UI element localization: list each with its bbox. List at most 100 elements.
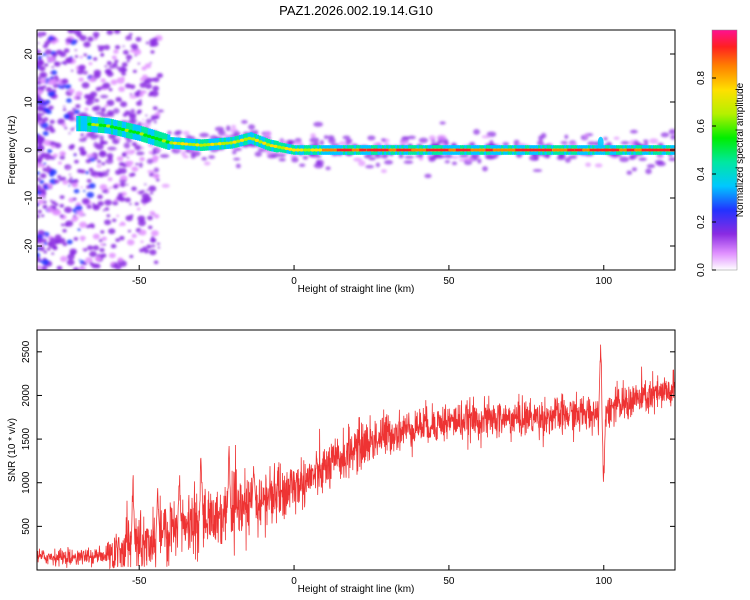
- spectrogram-cell: [515, 148, 524, 152]
- spectrogram-cell: [79, 55, 83, 59]
- spectrogram-cell: [235, 163, 241, 169]
- spectrogram-cell: [69, 250, 76, 256]
- spectrogram-cell: [152, 106, 158, 111]
- spectrogram-cell: [293, 141, 304, 146]
- spectrogram-cell: [589, 148, 599, 152]
- spectrogram-cell: [106, 190, 110, 193]
- spectrogram-cell: [122, 45, 125, 48]
- spectrogram-cell: [49, 237, 57, 243]
- spectrogram-cell: [42, 238, 47, 243]
- spectrogram-cell: [42, 131, 49, 136]
- snr-panel: -50 0 50 100 500 1000 1500 2000 2500 Height of …: [7, 329, 676, 595]
- spectrogram-cell: [248, 124, 256, 130]
- spectrogram-cell: [71, 182, 79, 188]
- spectrogram-cell: [67, 210, 71, 213]
- spectrogram-cell: [40, 112, 45, 116]
- spectrogram-cell: [94, 256, 102, 262]
- spectrogram-cell: [58, 237, 66, 244]
- spectrogram-cell: [63, 105, 66, 108]
- spectrogram-cell: [129, 254, 134, 259]
- spectrogram-cell: [43, 242, 48, 246]
- spectrogram-cell: [59, 151, 66, 157]
- spectrogram-cell: [135, 131, 141, 135]
- spectrogram-cell: [191, 143, 196, 147]
- spectrogram-cell: [57, 161, 62, 165]
- spectrogram-cell: [92, 101, 95, 103]
- spectrogram-cell: [132, 69, 137, 73]
- spectrogram-cell: [232, 140, 237, 144]
- spectrogram-cell: [481, 135, 491, 139]
- spectrogram-cell: [51, 144, 56, 149]
- spectrogram-cell: [239, 138, 245, 142]
- spectrogram-cell: [70, 69, 74, 72]
- spectrogram-cell: [61, 223, 65, 227]
- spectrogram-cell: [38, 246, 45, 252]
- spectrogram-cell: [269, 144, 274, 148]
- spectrogram-cell: [254, 129, 259, 136]
- spectrogram-cell: [291, 148, 297, 152]
- spectrogram-cell: [104, 207, 110, 211]
- spectrogram-cell: [143, 133, 148, 137]
- spectrogram-cell: [153, 77, 160, 83]
- spectrogram-cell: [136, 191, 140, 194]
- spectrogram-cell: [147, 225, 153, 230]
- spectrogram-cell: [470, 148, 480, 152]
- snr-ytick-label: 2000: [21, 384, 32, 407]
- spectrogram-cell: [39, 260, 43, 263]
- spectrogram-cell: [149, 249, 157, 256]
- spectrogram-cell: [37, 199, 44, 205]
- spectrogram-cell: [139, 229, 147, 236]
- spectrogram-cell: [262, 141, 267, 145]
- spectrogram-cell: [49, 172, 55, 177]
- spectrogram-cell: [139, 90, 148, 94]
- spectrogram-cell: [70, 128, 74, 131]
- spectrogram-cell: [139, 132, 144, 136]
- spectrogram-cell: [117, 257, 124, 263]
- spectrogram-cell: [75, 96, 82, 100]
- spectrogram-cell: [77, 228, 81, 231]
- spectrogram-cell: [46, 153, 50, 156]
- spectrogram-cell: [124, 149, 135, 155]
- spectrogram-cell: [126, 239, 135, 246]
- snr-xlabel: Height of straight line (km): [298, 584, 415, 595]
- spectrogram-cell: [88, 76, 96, 83]
- spectrogram-cell: [52, 153, 58, 158]
- spectrogram-cell: [411, 148, 419, 152]
- spectrogram-cell: [203, 161, 211, 166]
- spectrogram-cell: [42, 200, 47, 204]
- spectrogram-cell: [69, 176, 73, 180]
- spectrogram-cell: [105, 158, 114, 165]
- spectrogram-cell: [645, 168, 652, 175]
- spectrogram-cell: [250, 137, 256, 141]
- spectrogram-cell: [366, 148, 378, 152]
- spectrogram-cell: [287, 139, 296, 144]
- spectrogram-cell: [78, 265, 86, 270]
- spectrogram-cell: [38, 65, 46, 72]
- spectrogram-xlabel: Height of straight line (km): [298, 284, 415, 295]
- spectrogram-cell: [403, 160, 414, 164]
- spectrogram-cell: [78, 259, 81, 261]
- spectrogram-cell: [127, 160, 134, 166]
- spectrogram-cell: [37, 57, 41, 60]
- spectrogram-cell: [86, 191, 95, 198]
- spectrogram-cell: [39, 78, 47, 84]
- spectrogram-cell: [154, 115, 160, 120]
- spectrogram-cell: [146, 244, 152, 249]
- spectrogram-cell: [129, 49, 134, 53]
- spectrogram-cell: [619, 148, 629, 152]
- spectrogram-cell: [646, 164, 656, 169]
- spectrogram-cell: [173, 131, 181, 136]
- spectrogram-cell: [115, 97, 122, 102]
- spectrogram-cell: [80, 265, 84, 268]
- spectrogram-cell: [358, 160, 366, 167]
- spectrogram-cell: [217, 142, 222, 146]
- spectrogram-cell: [50, 78, 57, 84]
- spectrogram-cell: [482, 166, 488, 172]
- spectrogram-cell: [79, 221, 87, 228]
- spectrogram-cell: [147, 81, 150, 84]
- spectrogram-cell: [451, 161, 458, 166]
- spectrogram-cell: [135, 36, 142, 42]
- spectrogram-cell: [611, 148, 620, 152]
- spectrogram-cell: [380, 138, 386, 142]
- spectrogram-cell: [108, 113, 115, 117]
